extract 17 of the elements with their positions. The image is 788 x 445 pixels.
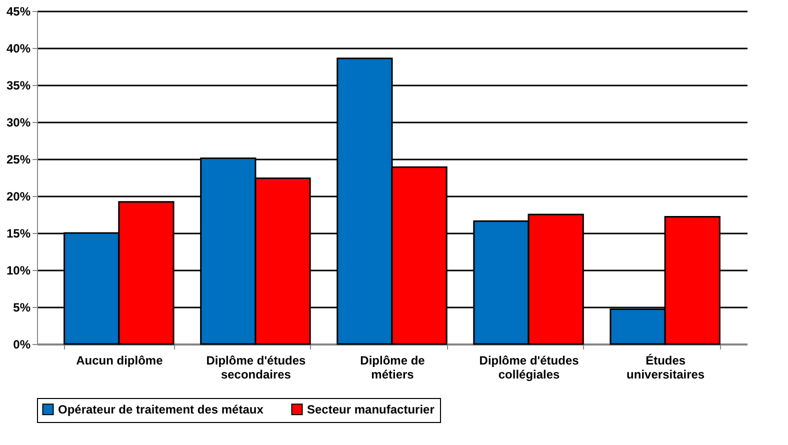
y-tick-label: 0% [13,338,31,352]
y-tick-label: 15% [6,226,31,240]
y-tick-label: 20% [6,190,31,204]
x-tick-label: Aucun diplôme [76,354,164,368]
legend-label: Opérateur de traitement des métaux [58,402,264,416]
y-tick-label: 35% [6,78,31,92]
x-tick-label: Diplôme d'études collégiales [479,354,580,382]
x-tick-label: Diplôme d'études secondaires [206,354,306,382]
y-tick-label: 25% [6,152,31,166]
y-tick-label: 5% [13,300,31,314]
x-tick-label: Études universitaires [626,354,705,382]
y-tick-label: 10% [6,264,31,278]
y-tick-label: 40% [6,42,31,56]
x-tick-label: Diplôme de métiers [360,354,426,382]
y-tick-label: 45% [6,4,31,18]
legend-label: Secteur manufacturier [307,402,435,416]
y-tick-label: 30% [6,116,31,130]
